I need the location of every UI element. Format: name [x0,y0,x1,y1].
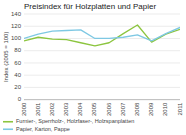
title: Preisindex für Holzplatten und Papier [24,2,156,11]
legend-label: Furnier-, Sperrholz-, Holzfaser-, Holzsp… [16,118,134,124]
grid-line [24,99,180,100]
grid-line [24,75,180,76]
y-tick-label: 60 [14,60,21,66]
series-line [24,25,180,46]
grid-line [24,26,180,27]
grid-line [24,62,180,63]
series-line [24,27,180,40]
y-axis-label: Index (2005 = 100) [3,32,9,83]
x-tick-label: 2011 [177,102,183,116]
chart-svg: 0 20 40 60 80 100 120 140 2000 2001 2002 2003 2004 20… [0,0,186,135]
y-tick-label: 0 [18,96,22,102]
y-tick-label: 120 [11,23,22,29]
x-tick-label: 2009 [148,102,154,116]
legend-label: Papier, Karton, Pappe [16,126,70,132]
x-tick-label: 2000 [21,102,27,116]
plot-lines [24,25,180,46]
legend-swatch [3,128,13,130]
y-tick-label: 40 [14,72,21,78]
y-tick-label: 140 [11,11,22,17]
x-tick-label: 2001 [35,102,41,116]
x-tick-label: 2007 [120,102,126,116]
x-tick-label: 2004 [77,102,83,116]
x-tick-label: 2008 [134,102,140,116]
x-tick-label: 2003 [63,102,69,116]
x-axis-line [24,99,180,100]
chart-container: 0 20 40 60 80 100 120 140 2000 2001 2002 2003 2004 20… [0,0,186,135]
y-tick-label: 100 [11,35,22,41]
x-tick-label: 2010 [162,102,168,116]
grid [24,14,180,100]
grid-line [24,50,180,51]
x-tick-label: 2005 [91,102,97,116]
x-tick-label: 2002 [49,102,55,116]
grid-line [24,87,180,88]
legend: Furnier-, Sperrholz-, Holzfaser-, Holzsp… [3,118,134,132]
y-tick-label: 80 [14,47,21,53]
grid-line [24,14,180,15]
y-tick-label: 20 [14,84,21,90]
x-tick-label: 2006 [106,102,112,116]
legend-swatch [3,121,13,123]
